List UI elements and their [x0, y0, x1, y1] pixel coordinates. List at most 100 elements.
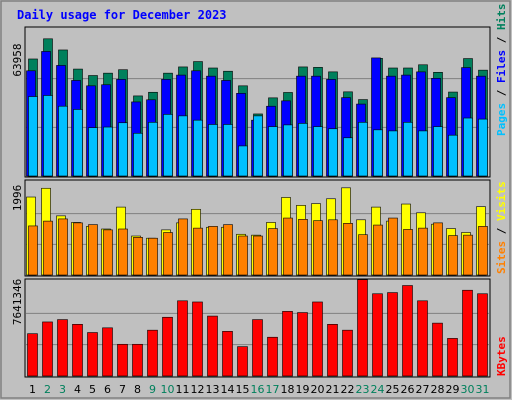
pages-bar: [463, 117, 473, 177]
legend-sites: Sites: [495, 241, 508, 274]
kbytes-bar: [57, 319, 68, 377]
pages-bar: [178, 115, 188, 177]
sites-bar: [298, 219, 308, 276]
day-label: 3: [59, 383, 66, 396]
pages-bar: [283, 124, 293, 177]
pages-bar: [343, 137, 353, 177]
sites-bar: [313, 220, 323, 276]
visits-panel-frame: [24, 179, 491, 277]
pages-bar: [373, 129, 383, 177]
pages-bar: [313, 126, 323, 177]
kbytes-bar: [237, 346, 248, 377]
sites-bar: [478, 226, 488, 276]
kbytes-bar: [462, 289, 473, 377]
day-label: 29: [446, 383, 460, 396]
kbytes-legend: KBytes: [495, 336, 508, 376]
day-label: 20: [311, 383, 325, 396]
day-label: 7: [119, 383, 126, 396]
sites-bar: [403, 229, 413, 276]
day-label: 16: [251, 383, 265, 396]
kbytes-bar: [282, 311, 293, 377]
kbytes-bar: [147, 329, 158, 377]
sites-bar: [103, 229, 113, 276]
pages-bar: [43, 95, 53, 177]
kbytes-bar: [372, 293, 383, 377]
pages-bar: [253, 115, 263, 177]
kbytes-bar: [402, 285, 413, 377]
sites-bar: [88, 224, 98, 276]
sites-bar: [163, 232, 173, 276]
bars: [26, 38, 488, 377]
pages-bar: [238, 145, 248, 177]
kbytes-bar: [27, 333, 38, 377]
pages-bar: [433, 126, 443, 177]
pages-bar: [298, 123, 308, 177]
day-label: 23: [356, 383, 370, 396]
day-label: 9: [149, 383, 156, 396]
day-label: 5: [89, 383, 96, 396]
kbytes-bar: [162, 316, 173, 377]
sites-bar: [448, 235, 458, 276]
legend-pages: Pages: [495, 103, 508, 136]
pages-bar: [58, 105, 68, 177]
pages-bar: [28, 96, 38, 177]
pages-bar: [388, 130, 398, 177]
day-label: 11: [176, 383, 190, 396]
kbytes-bar: [312, 301, 323, 377]
day-label: 14: [221, 383, 235, 396]
visits-max-label: 1996: [11, 185, 24, 212]
x-axis-labels: 1 2 3 4 5 6 7 8 9 10 11 12 13 14 15 16 17 18 19 20 21 22 23 24 2…: [29, 383, 490, 396]
sites-bar: [193, 227, 203, 276]
day-label: 25: [386, 383, 400, 396]
pages-bar: [133, 132, 143, 177]
kbytes-bar: [417, 300, 428, 377]
day-label: 17: [266, 383, 280, 396]
kbytes-bar: [132, 343, 143, 377]
day-label: 2: [44, 383, 51, 396]
day-label: 6: [104, 383, 111, 396]
pages-bar: [328, 128, 338, 177]
legend-kbytes: KBytes: [495, 336, 508, 376]
kbytes-bar: [477, 293, 488, 377]
day-label: 4: [74, 383, 81, 396]
legend-visits: Visits: [495, 181, 508, 221]
day-label: 8: [134, 383, 141, 396]
day-label: 26: [401, 383, 415, 396]
sites-bar: [133, 237, 143, 276]
pages-bar: [88, 127, 98, 177]
kbytes-bar: [117, 343, 128, 377]
kbytes-bar: [252, 319, 263, 377]
day-label: 19: [296, 383, 310, 396]
kbytes-bar: [177, 300, 188, 377]
kbytes-panel-frame: [24, 278, 491, 378]
pages-bar: [478, 118, 488, 177]
sites-bar: [463, 234, 473, 276]
day-label: 1: [29, 383, 36, 396]
kbytes-bar: [102, 327, 113, 377]
kbytes-bar: [447, 338, 458, 377]
sites-bar: [373, 224, 383, 276]
visits-sites-legend: Sites / Visits: [495, 181, 508, 274]
sites-bar: [223, 224, 233, 276]
pages-bar: [73, 109, 83, 177]
pages-bar: [208, 124, 218, 177]
kbytes-bar: [222, 331, 233, 377]
kbytes-bar: [357, 279, 368, 377]
day-label: 12: [191, 383, 205, 396]
sites-bar: [43, 220, 53, 276]
sites-bar: [268, 228, 278, 276]
legend-hits: Hits: [495, 4, 508, 31]
pages-bar: [148, 122, 158, 177]
sites-bar: [73, 222, 83, 276]
day-label: 10: [161, 383, 175, 396]
hits-panel-frame: [24, 26, 491, 178]
day-label: 13: [206, 383, 220, 396]
pages-bar: [193, 119, 203, 177]
sites-bar: [388, 217, 398, 276]
day-label: 28: [431, 383, 445, 396]
chart-title: Daily usage for December 2023: [17, 8, 227, 22]
day-label: 24: [371, 383, 385, 396]
day-label: 30: [461, 383, 475, 396]
